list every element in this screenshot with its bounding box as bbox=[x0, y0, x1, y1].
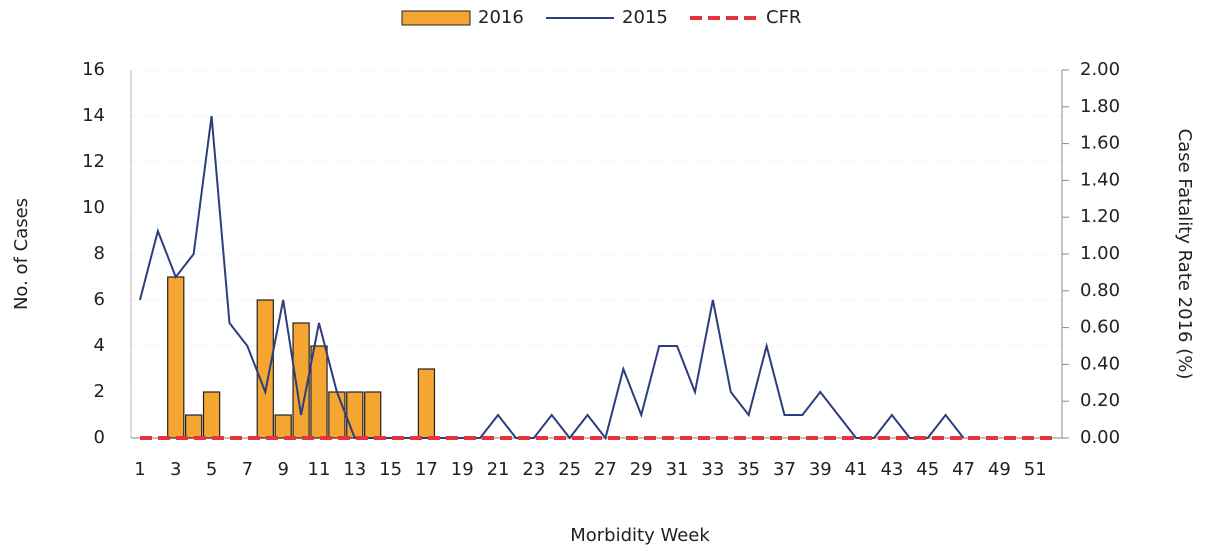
y2-tick-label: 0.00 bbox=[1080, 427, 1120, 448]
y-tick-label: 14 bbox=[82, 105, 105, 126]
y-tick-label: 2 bbox=[94, 381, 105, 402]
legend-label: 2015 bbox=[622, 7, 668, 28]
x-tick-label: 9 bbox=[277, 459, 288, 480]
x-tick-label: 39 bbox=[809, 459, 832, 480]
bar bbox=[202, 391, 221, 439]
x-tick-label: 1 bbox=[134, 459, 145, 480]
y2-tick-label: 2.00 bbox=[1080, 59, 1120, 80]
bar bbox=[310, 345, 328, 439]
x-tick-label: 5 bbox=[206, 459, 217, 480]
x-tick-label: 11 bbox=[308, 459, 331, 480]
y2-tick-label: 1.40 bbox=[1080, 169, 1120, 190]
y2-tick-label: 1.80 bbox=[1080, 96, 1120, 117]
bar bbox=[292, 322, 310, 439]
y2-tick-label: 1.60 bbox=[1080, 133, 1120, 154]
x-tick-label: 13 bbox=[343, 459, 366, 480]
y-axis-label: No. of Cases bbox=[11, 198, 32, 310]
bar bbox=[256, 299, 274, 439]
y2-tick-label: 0.40 bbox=[1080, 353, 1120, 374]
bar bbox=[417, 368, 436, 439]
x-tick-label: 21 bbox=[487, 459, 510, 480]
y-tick-label: 10 bbox=[82, 197, 105, 218]
x-tick-label: 3 bbox=[170, 459, 181, 480]
y2-tick-label: 0.60 bbox=[1080, 317, 1120, 338]
legend-label: CFR bbox=[766, 7, 801, 28]
legend-swatch bbox=[401, 10, 471, 26]
y-tick-label: 8 bbox=[94, 243, 105, 264]
x-axis-label: Morbidity Week bbox=[570, 525, 710, 546]
y2-axis-label: Case Fatality Rate 2016 (%) bbox=[1174, 129, 1195, 380]
x-tick-label: 31 bbox=[666, 459, 689, 480]
bar bbox=[346, 391, 364, 439]
y-tick-label: 12 bbox=[82, 151, 105, 172]
x-tick-label: 25 bbox=[558, 459, 581, 480]
x-tick-label: 49 bbox=[988, 459, 1011, 480]
x-tick-label: 45 bbox=[916, 459, 939, 480]
bar bbox=[328, 391, 346, 439]
x-tick-label: 35 bbox=[737, 459, 760, 480]
x-tick-label: 17 bbox=[415, 459, 438, 480]
bar bbox=[185, 414, 203, 439]
y-tick-label: 16 bbox=[82, 59, 105, 80]
x-tick-label: 29 bbox=[630, 459, 653, 480]
bar bbox=[167, 276, 185, 439]
bar bbox=[274, 414, 292, 439]
y-tick-label: 4 bbox=[94, 335, 105, 356]
legend-label: 2016 bbox=[478, 7, 524, 28]
x-tick-label: 23 bbox=[522, 459, 545, 480]
x-tick-label: 27 bbox=[594, 459, 617, 480]
x-tick-label: 37 bbox=[773, 459, 796, 480]
y-tick-label: 6 bbox=[94, 289, 105, 310]
x-tick-label: 43 bbox=[880, 459, 903, 480]
x-tick-label: 15 bbox=[379, 459, 402, 480]
line bbox=[138, 115, 965, 441]
x-tick-label: 47 bbox=[952, 459, 975, 480]
y2-tick-label: 0.20 bbox=[1080, 390, 1120, 411]
x-tick-label: 19 bbox=[451, 459, 474, 480]
y2-tick-label: 1.00 bbox=[1080, 243, 1120, 264]
x-tick-label: 7 bbox=[242, 459, 253, 480]
y2-tick-label: 0.80 bbox=[1080, 280, 1120, 301]
x-tick-label: 51 bbox=[1024, 459, 1047, 480]
x-tick-label: 33 bbox=[701, 459, 724, 480]
y-tick-label: 0 bbox=[94, 427, 105, 448]
x-tick-label: 41 bbox=[845, 459, 868, 480]
y2-tick-label: 1.20 bbox=[1080, 206, 1120, 227]
bar bbox=[364, 391, 382, 439]
